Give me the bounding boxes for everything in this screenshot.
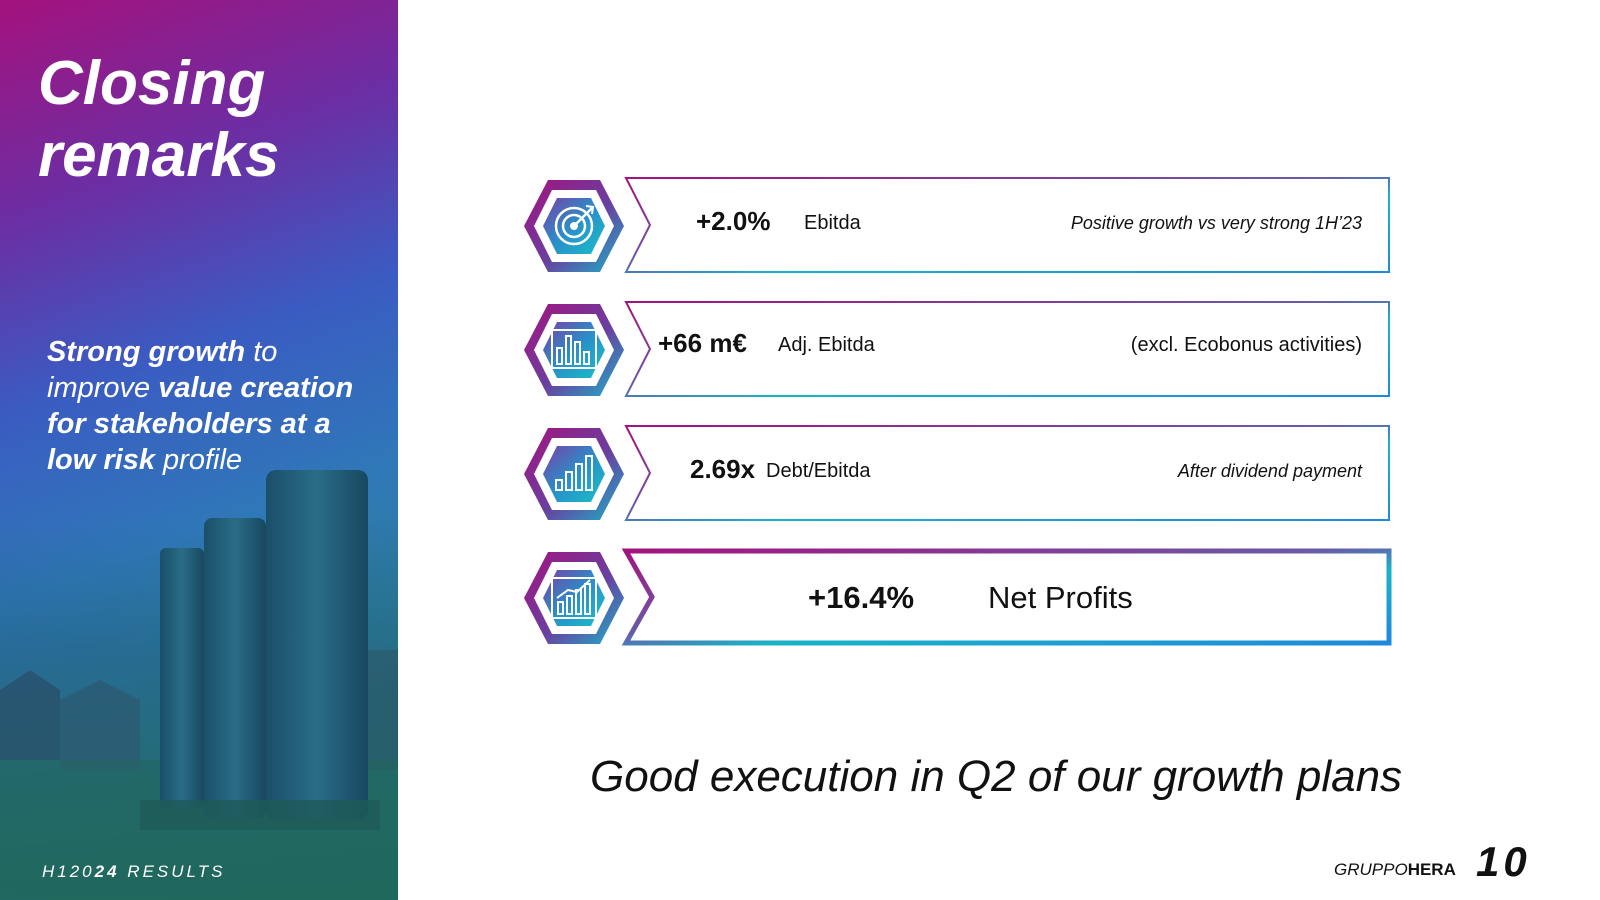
kpi-label: Debt/Ebitda — [766, 460, 871, 482]
kpi-frame — [624, 177, 1390, 273]
title-line-2: remarks — [38, 121, 280, 190]
kpi-note: Positive growth vs very strong 1H’23 — [1070, 213, 1362, 233]
kpi-label: Ebitda — [804, 212, 861, 234]
bar-chart-icon — [524, 304, 624, 396]
message-bold-2: value creation — [158, 372, 354, 404]
brand-logo: GRUPPOHERA — [1334, 860, 1456, 880]
kpi-value: 2.69x — [690, 454, 756, 484]
message-bold-3: for stakeholders at a — [47, 408, 331, 440]
message-bold-4: low risk — [47, 444, 155, 476]
kpi-note: After dividend payment — [1177, 461, 1362, 481]
brand-name: HERA — [1407, 860, 1456, 879]
sidebar-panel: Closing remarks Strong growth to improve… — [0, 0, 398, 900]
results-footer: H12024 RESULTS — [42, 862, 225, 882]
kpi-value: +66 m€ — [658, 328, 747, 358]
growth-chart-icon — [524, 552, 624, 644]
kpi-row-net-profits: +16.4% Net Profits — [522, 548, 1392, 648]
footer-suffix: RESULTS — [119, 862, 226, 881]
kpi-value: +2.0% — [696, 206, 771, 236]
target-icon — [524, 180, 624, 272]
closing-statement: Good execution in Q2 of our growth plans — [590, 752, 1403, 801]
footer-year: 24 — [94, 862, 120, 881]
ascending-bars-icon — [524, 428, 624, 520]
kpi-row-debt-ebitda: 2.69x Debt/Ebitda After dividend payment — [522, 424, 1392, 524]
page-title: Closing remarks — [38, 48, 378, 192]
kpi-value: +16.4% — [808, 580, 915, 615]
page-number: 10 — [1476, 838, 1531, 885]
title-line-1: Closing — [38, 49, 266, 118]
sidebar-message: Strong growth to improve value creation … — [47, 334, 377, 478]
message-text-2: improve — [47, 372, 159, 404]
kpi-frame — [624, 301, 1390, 397]
kpi-note: (excl. Ecobonus activities) — [1130, 334, 1362, 356]
message-text-1: to — [245, 336, 278, 368]
kpi-label: Net Profits — [988, 580, 1133, 615]
kpi-frame-highlight — [621, 548, 1392, 646]
kpi-row-ebitda: +2.0% Ebitda Positive growth vs very str… — [522, 176, 1392, 276]
kpi-frame — [624, 425, 1390, 521]
background-photo-silhouette — [0, 470, 398, 900]
kpi-label: Adj. Ebitda — [778, 334, 875, 356]
message-text-4: profile — [155, 444, 243, 476]
footer-prefix: H120 — [42, 862, 95, 881]
message-bold-1: Strong growth — [47, 336, 246, 368]
kpi-row-adj-ebitda: +66 m€ Adj. Ebitda (excl. Ecobonus activ… — [522, 300, 1392, 400]
brand-prefix: GRUPPO — [1334, 860, 1408, 879]
